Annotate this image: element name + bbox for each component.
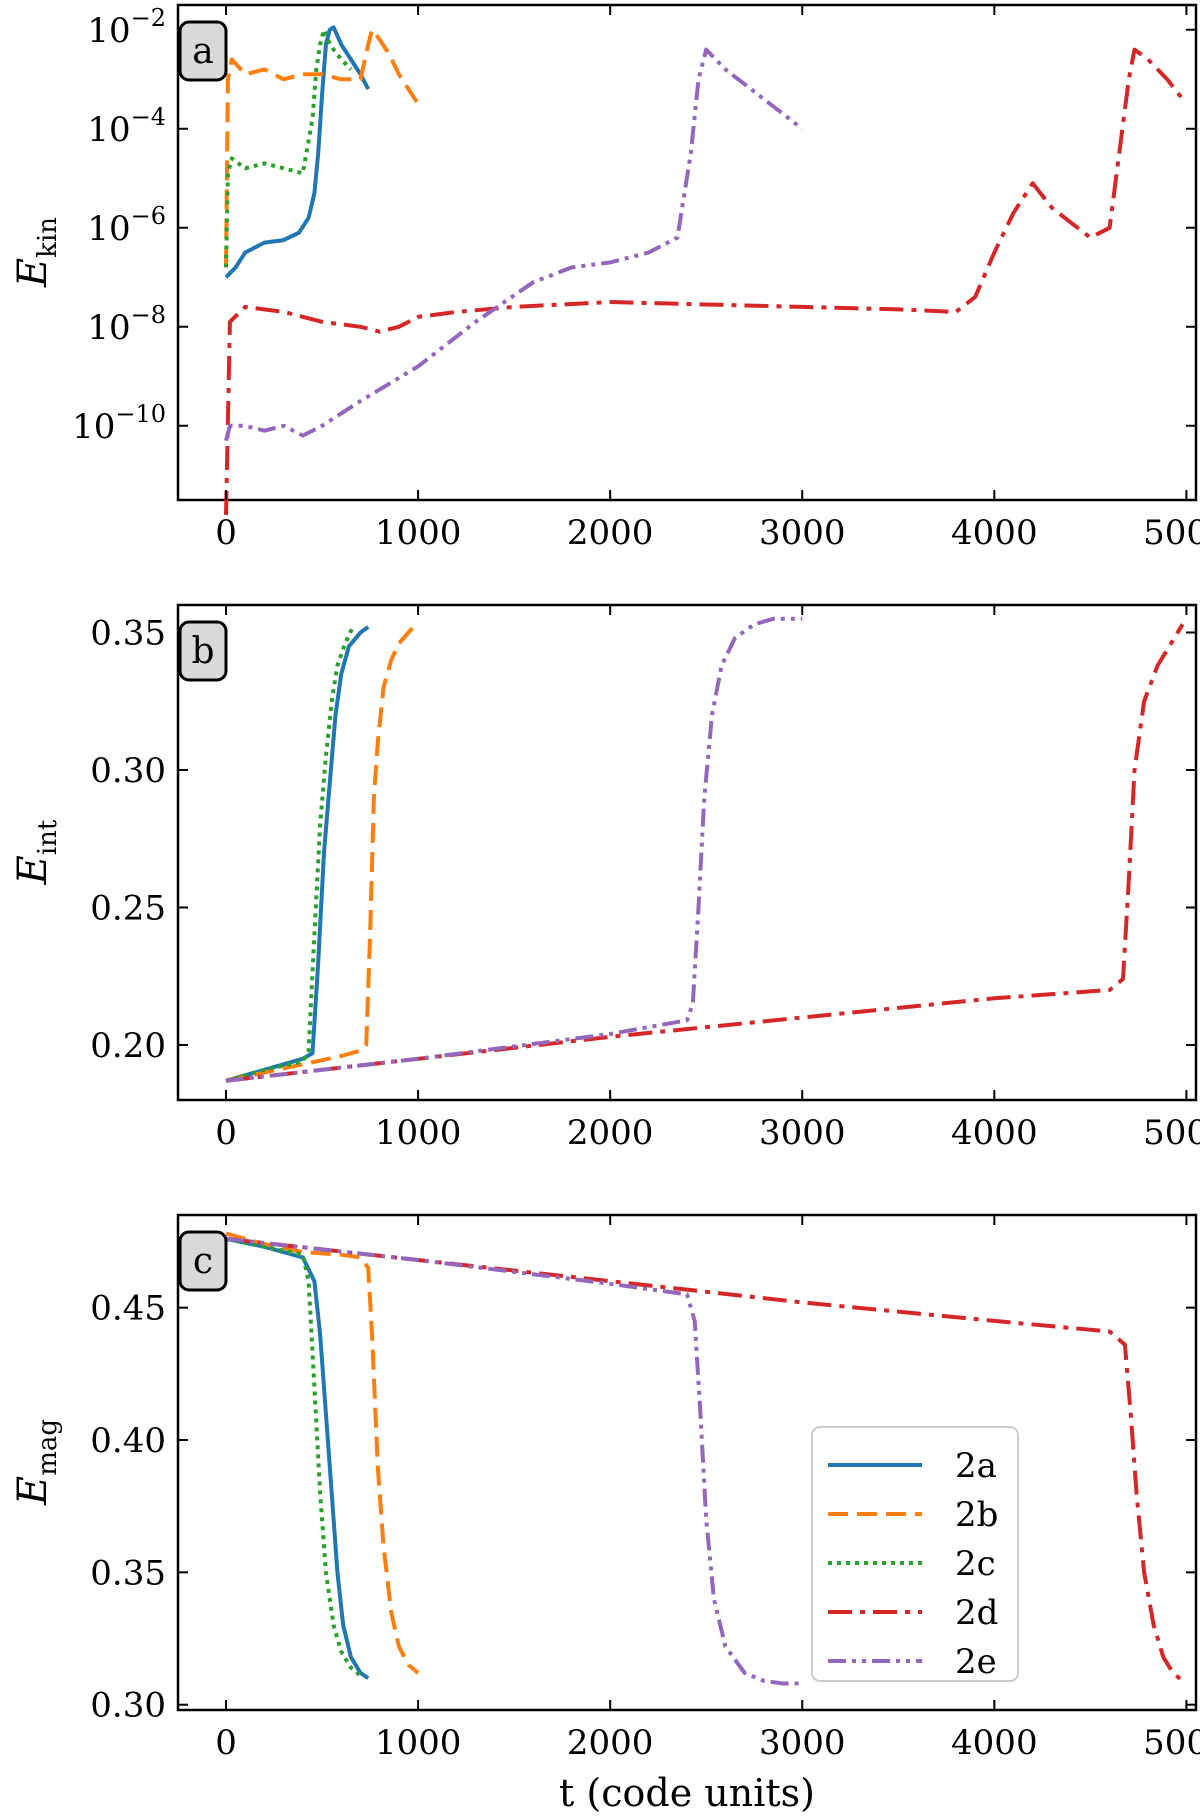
legend-box (811, 1426, 1019, 1682)
series-a-2e (224, 47, 804, 442)
x-tick-label: 2000 (567, 1113, 654, 1153)
legend-label-2e: 2e (955, 1642, 997, 1682)
y-tick-label: 0.45 (90, 1289, 166, 1329)
y-tick-label: 10−10 (72, 400, 166, 447)
series-c-2b (225, 1231, 420, 1675)
series-c-2d (225, 1236, 1184, 1683)
panel-c-label: c (193, 1241, 213, 1282)
x-tick-label: 3000 (759, 1723, 846, 1763)
x-tick-label: 2000 (567, 513, 654, 553)
panel-b-frame (176, 603, 1198, 1102)
y-tick-label: 0.25 (90, 889, 166, 929)
series-c-2c (225, 1236, 362, 1678)
panel-a-label: a (192, 31, 213, 72)
panel-a-frame (176, 3, 1198, 502)
y-tick-label: 10−8 (87, 301, 166, 348)
legend: 2a 2b 2c 2d 2e (811, 1426, 1019, 1682)
panel-b-label-box: b (178, 620, 228, 682)
y-tick-label: 10−6 (87, 202, 166, 249)
series-b-2b (225, 620, 420, 1083)
y-tick-label: 0.35 (90, 1553, 166, 1593)
x-tick-label: 4000 (951, 1113, 1038, 1153)
panel-b-yticks: 0.20 0.25 0.30 0.35 (90, 614, 1196, 1066)
x-tick-label: 1000 (375, 1723, 462, 1763)
legend-label-2d: 2d (955, 1593, 998, 1633)
panel-b-label: b (191, 631, 214, 672)
series-a-2b (224, 27, 420, 268)
series-c-2e (225, 1236, 803, 1686)
series-a-2a (224, 25, 370, 279)
y-tick-label: 10−4 (87, 103, 166, 150)
panel-c-yticks: 0.30 0.35 0.40 0.45 (90, 1289, 1196, 1726)
y-tick-label: 10−2 (87, 4, 166, 51)
series-b-2d (225, 623, 1185, 1083)
panel-a-label-box: a (178, 20, 228, 82)
panel-c-xlabel: t (code units) (559, 1771, 815, 1815)
panel-c-label-box: c (178, 1230, 228, 1292)
x-tick-label: 0 (215, 1113, 237, 1153)
x-tick-label: 0 (215, 1723, 237, 1763)
series-a-2d (224, 47, 1185, 515)
y-tick-label: 0.30 (90, 751, 166, 791)
x-tick-label: 0 (215, 513, 237, 553)
x-tick-label: 1000 (375, 513, 462, 553)
panel-b-ylabel: Eint (10, 819, 63, 885)
panel-c-series (225, 1231, 1184, 1686)
x-tick-label: 4000 (951, 1723, 1038, 1763)
x-tick-label: 4000 (951, 513, 1038, 553)
series-b-2c (225, 626, 355, 1083)
series-a-2c (224, 27, 353, 268)
series-b-2e (225, 616, 803, 1083)
y-tick-label: 0.20 (90, 1026, 166, 1066)
panel-b-series (225, 616, 1185, 1083)
y-tick-label: 0.30 (90, 1686, 166, 1726)
x-tick-label: 3000 (759, 513, 846, 553)
panel-a-yticks: 10−10 10−8 10−6 10−4 10−2 (72, 4, 1196, 447)
panel-a-series (224, 25, 1185, 515)
legend-label-2b: 2b (955, 1495, 998, 1535)
x-tick-label: 1000 (375, 1113, 462, 1153)
x-tick-label: 3000 (759, 1113, 846, 1153)
panel-c-ylabel: Emag (10, 1419, 63, 1506)
x-tick-label: 2000 (567, 1723, 654, 1763)
legend-label-2a: 2a (955, 1446, 997, 1486)
y-tick-label: 0.35 (90, 614, 166, 654)
y-tick-label: 0.40 (90, 1421, 166, 1461)
legend-label-2c: 2c (955, 1544, 996, 1584)
series-c-2a (225, 1236, 370, 1680)
panel-a-ylabel: Ekin (10, 217, 63, 288)
panel-c-frame (176, 1213, 1198, 1712)
series-b-2a (225, 625, 370, 1083)
